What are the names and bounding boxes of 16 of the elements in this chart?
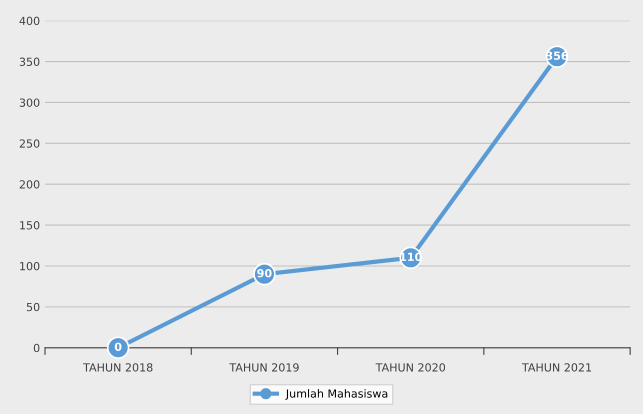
y-tick-label: 100 xyxy=(20,262,40,270)
x-tick-label: TAHUN 2018 xyxy=(83,363,152,372)
y-tick-label: 400 xyxy=(19,16,40,26)
data-label: 0 xyxy=(114,342,122,351)
y-tick-label: 150 xyxy=(20,221,40,230)
x-tick-label: TAHUN 2021 xyxy=(522,363,592,372)
x-tick-label: TAHUN 2020 xyxy=(376,363,446,372)
y-tick-label: 0 xyxy=(34,344,40,352)
data-label: 90 xyxy=(257,268,272,278)
legend-label: Jumlah Mahasiswa xyxy=(285,389,388,400)
y-tick-label: 300 xyxy=(20,98,40,107)
y-tick-label: 350 xyxy=(20,58,40,66)
y-tick-label: 250 xyxy=(20,139,40,148)
y-tick-label: 50 xyxy=(26,302,40,312)
y-tick-label: 200 xyxy=(20,180,40,189)
x-tick-label: TAHUN 2019 xyxy=(229,363,299,372)
